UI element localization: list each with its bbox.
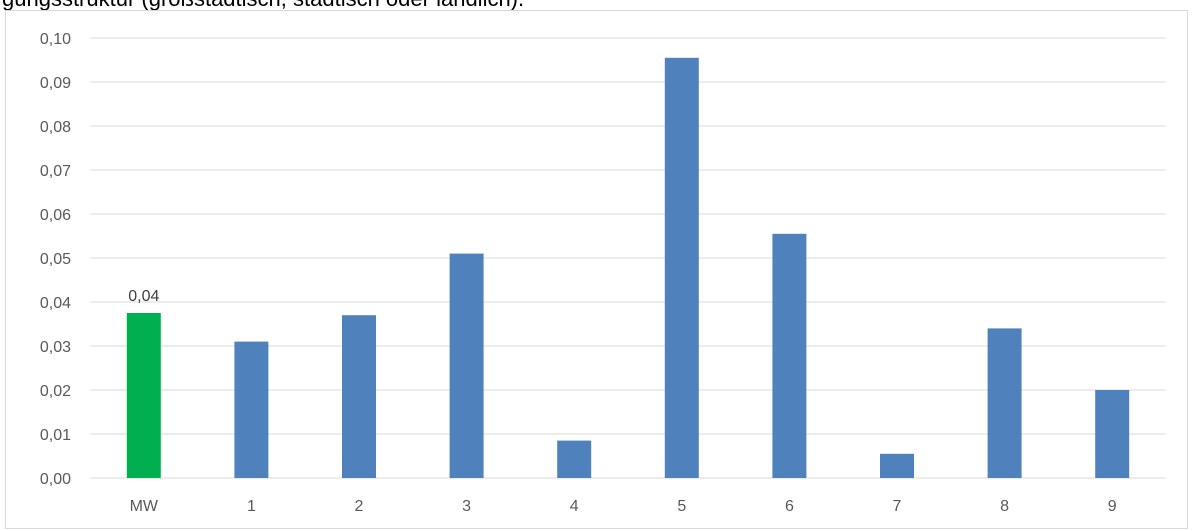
x-tick-label: 6 bbox=[785, 498, 794, 515]
y-tick-label: 0,04 bbox=[40, 295, 71, 312]
y-tick-label: 0,06 bbox=[40, 207, 71, 224]
bar-3 bbox=[449, 253, 484, 478]
y-tick-label: 0,09 bbox=[40, 75, 71, 92]
bar-MW bbox=[126, 313, 161, 478]
bar-1 bbox=[234, 341, 269, 478]
y-tick-label: 0,10 bbox=[40, 31, 71, 48]
bar-7 bbox=[880, 453, 914, 478]
bar-6 bbox=[772, 233, 807, 478]
caption-text: gungsstruktur (großstädtisch, städtisch … bbox=[2, 0, 524, 12]
x-tick-label: 9 bbox=[1108, 498, 1117, 515]
y-axis-tick-labels: 0,00 0,01 0,02 0,03 0,04 0,05 0,06 0,07 0,08 0,09… bbox=[40, 31, 71, 488]
bar-4 bbox=[557, 440, 592, 478]
data-label: 0,04 bbox=[128, 288, 159, 305]
x-tick-label: 4 bbox=[570, 498, 579, 515]
bar-8 bbox=[987, 328, 1022, 478]
x-tick-label: 3 bbox=[462, 498, 471, 515]
y-tick-label: 0,01 bbox=[40, 427, 71, 444]
y-tick-label: 0,03 bbox=[40, 339, 71, 356]
x-tick-label: 2 bbox=[355, 498, 364, 515]
x-tick-label: 1 bbox=[247, 498, 256, 515]
y-tick-label: 0,07 bbox=[40, 163, 71, 180]
y-tick-label: 0,02 bbox=[40, 383, 71, 400]
x-tick-label: 8 bbox=[1000, 498, 1009, 515]
x-axis-tick-labels: MW 1 2 3 4 5 6 7 8 9 bbox=[130, 498, 1117, 515]
x-tick-label: MW bbox=[130, 498, 159, 515]
bars bbox=[126, 57, 1130, 479]
bar-5 bbox=[664, 57, 699, 479]
x-tick-label: 5 bbox=[677, 498, 686, 515]
x-tick-label: 7 bbox=[893, 498, 902, 515]
y-tick-label: 0,00 bbox=[40, 471, 71, 488]
y-tick-label: 0,08 bbox=[40, 119, 71, 136]
bar-9 bbox=[1095, 390, 1130, 478]
gridlines bbox=[90, 37, 1166, 479]
chart-frame bbox=[5, 10, 1188, 529]
bar-2 bbox=[342, 315, 376, 478]
data-labels: 0,04 bbox=[128, 288, 159, 305]
y-tick-label: 0,05 bbox=[40, 251, 71, 268]
